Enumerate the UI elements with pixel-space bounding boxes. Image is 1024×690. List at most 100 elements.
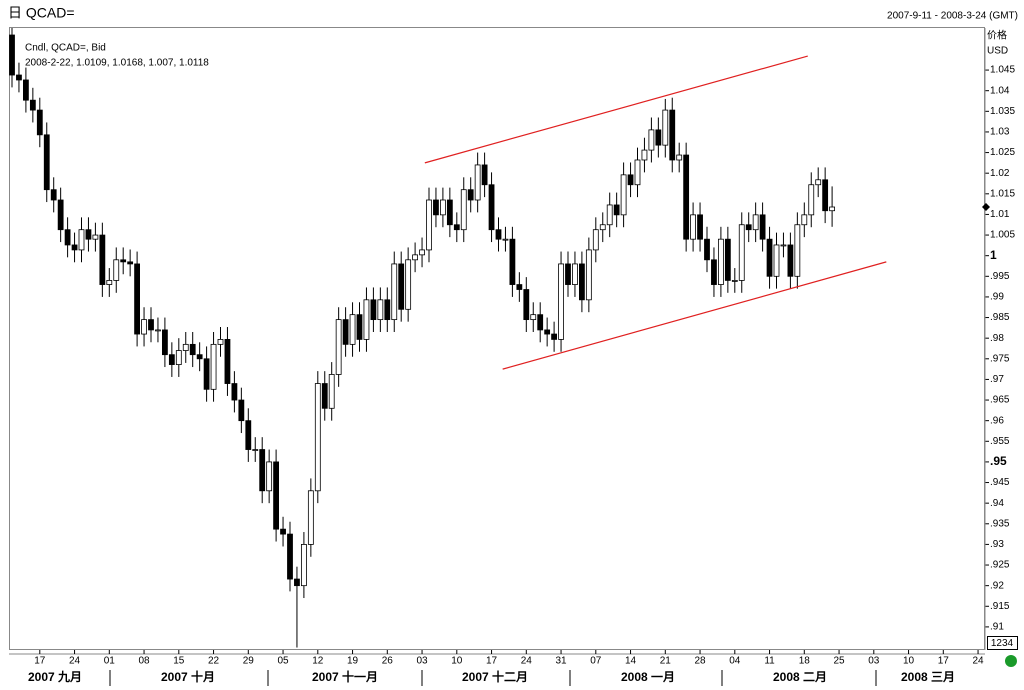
candle-body (363, 299, 370, 340)
x-tick-label: 25 (833, 656, 845, 667)
x-tick-label: 18 (799, 656, 811, 667)
candle-body (203, 358, 210, 390)
status-dot[interactable] (1005, 655, 1017, 667)
candle-body (822, 179, 829, 212)
candle-body (718, 238, 724, 285)
candle-body (815, 179, 822, 186)
candle-body (314, 383, 321, 492)
candle-body (78, 229, 85, 251)
candle-body (433, 199, 439, 216)
candle-body (384, 299, 391, 321)
x-tick-label: 07 (590, 656, 602, 667)
candle-body (446, 199, 453, 226)
candle-body (641, 149, 648, 161)
x-tick-label: 17 (486, 656, 498, 667)
axis-title: USD (987, 46, 1008, 57)
candle-body (370, 299, 377, 321)
candle-body (780, 244, 787, 247)
x-tick-label: 24 (69, 656, 81, 667)
candle-body (238, 399, 245, 422)
candle-body (280, 528, 286, 535)
candle-body (22, 79, 29, 101)
candle-body (377, 299, 384, 321)
y-tick-label: .96 (990, 415, 1004, 426)
candle-body (349, 314, 356, 345)
candle-body (36, 109, 43, 136)
y-tick-label: .925 (990, 560, 1010, 571)
candle-body (474, 164, 481, 201)
x-tick-label: 31 (555, 656, 567, 667)
y-tick-label: .935 (990, 518, 1010, 529)
month-label: 2007 十一月 (312, 669, 378, 684)
candle-body (189, 343, 196, 356)
trend-line (502, 261, 887, 370)
y-tick-label: 1.02 (990, 168, 1010, 179)
candle-body (148, 319, 154, 331)
candle-body (439, 199, 446, 216)
candle-body (426, 199, 432, 251)
x-tick-label: 17 (34, 656, 46, 667)
y-tick-label: .93 (990, 539, 1004, 550)
y-tick-label: .975 (990, 353, 1010, 364)
candle-body (724, 238, 731, 281)
candle-body (453, 224, 460, 231)
candle-body (335, 319, 342, 375)
y-tick-label: .945 (990, 477, 1010, 488)
candle-body (175, 350, 182, 365)
candle-body (544, 329, 551, 335)
y-tick-label: .985 (990, 312, 1010, 323)
candle-body (558, 263, 564, 340)
candle-body (509, 238, 516, 285)
candle-body (620, 174, 627, 216)
candle-body (217, 339, 224, 345)
last-price-marker (982, 203, 990, 212)
candle-body (99, 234, 106, 285)
y-tick-label: 1.03 (990, 127, 1010, 138)
y-tick-label: 1.04 (990, 85, 1010, 96)
candle-body (606, 204, 613, 226)
y-tick-label: .91 (990, 622, 1004, 633)
y-tick-label: .94 (990, 498, 1004, 509)
axis-title: 价格 (987, 29, 1007, 42)
candle-body (731, 280, 738, 282)
candle-body (766, 238, 773, 277)
candle-body (342, 319, 349, 345)
candle-body (467, 189, 474, 201)
candle-body (245, 420, 252, 450)
candle-body (752, 214, 759, 231)
candle-body (9, 34, 15, 76)
trend-line (424, 55, 808, 164)
candle-body (697, 214, 703, 240)
x-tick-label: 01 (104, 656, 116, 667)
candle-body (495, 229, 502, 240)
candle-body (182, 343, 189, 351)
candle-body (16, 74, 22, 81)
candle-body (106, 280, 113, 285)
candle-body (565, 263, 571, 285)
candle-body (759, 214, 766, 240)
candle-body (481, 164, 488, 186)
candle-body (210, 343, 217, 390)
price-box (987, 636, 1018, 650)
legend-line: Cndl, QCAD=, Bid (25, 43, 106, 54)
y-tick-label: .995 (990, 271, 1010, 282)
month-label: 2008 二月 (773, 670, 827, 684)
x-tick-label: 22 (208, 656, 220, 667)
candle-body (231, 383, 238, 401)
candle-body (391, 263, 398, 321)
candle-body (572, 263, 578, 285)
x-tick-label: 11 (764, 656, 775, 667)
candle-body (627, 174, 634, 186)
x-tick-label: 03 (868, 656, 880, 667)
candle-body (161, 329, 168, 356)
candle-body (419, 249, 425, 256)
candle-body (300, 544, 307, 587)
x-tick-label: 29 (243, 656, 255, 667)
candle-body (71, 244, 78, 251)
month-label: 2007 十月 (161, 669, 215, 684)
candle-body (662, 109, 669, 146)
candle-body (224, 339, 231, 384)
y-tick-label: 1.015 (990, 188, 1015, 199)
